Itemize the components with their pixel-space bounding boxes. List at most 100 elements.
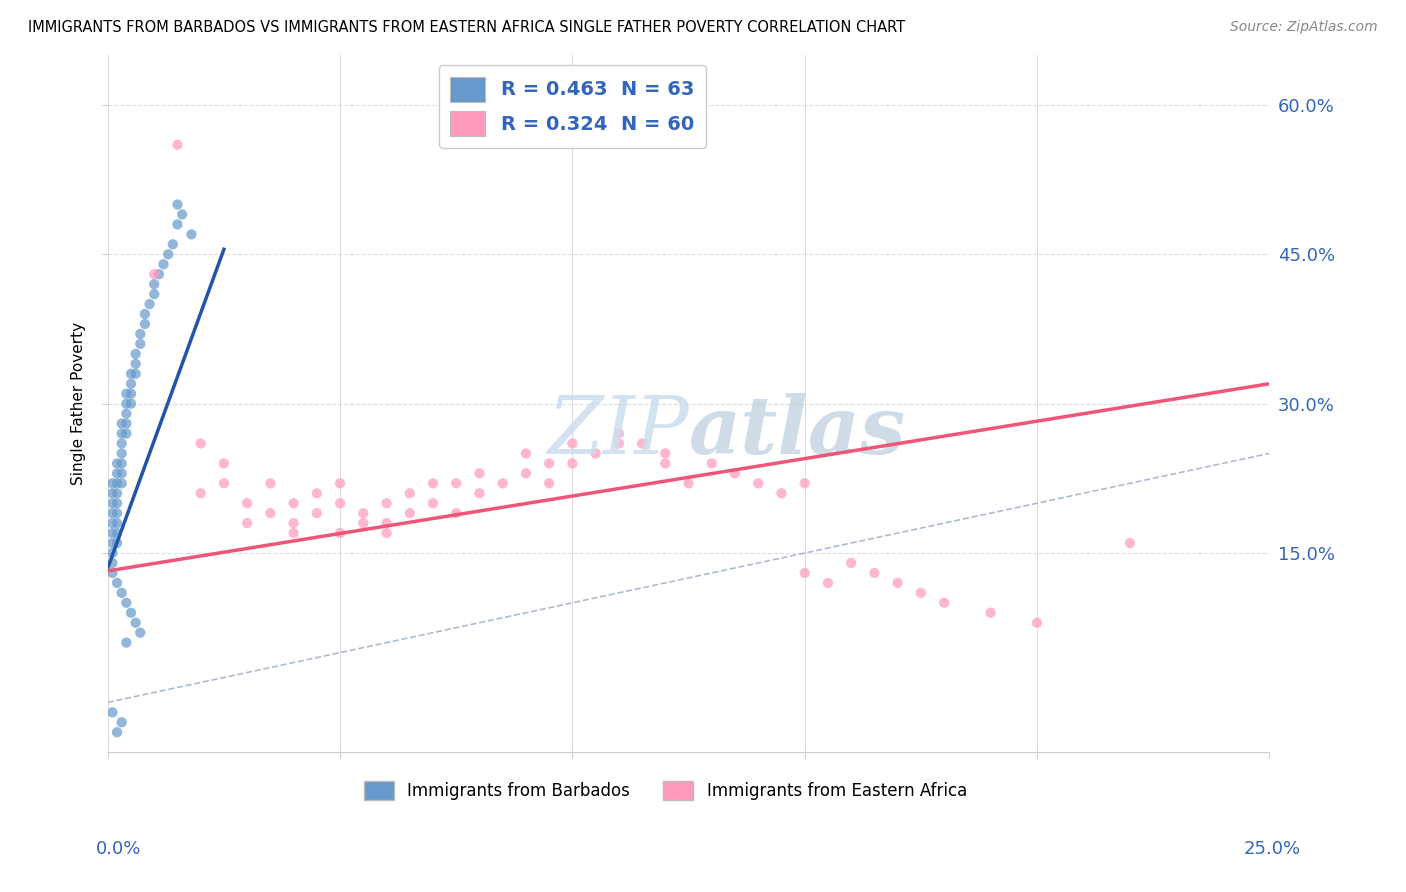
Point [886,575,908,590]
Point [124,367,146,381]
Point [124,615,146,630]
Point [932,596,955,610]
Point [770,486,793,500]
Point [120,386,142,401]
Text: Source: ZipAtlas.com: Source: ZipAtlas.com [1230,20,1378,34]
Point [105,476,128,491]
Text: 25.0%: 25.0% [1243,840,1301,858]
Point [124,347,146,361]
Point [111,456,134,470]
Point [120,606,142,620]
Point [115,417,138,431]
Point [375,526,398,541]
Point [585,446,607,460]
Point [1119,536,1142,550]
Point [101,556,124,570]
Point [538,456,561,470]
Point [375,516,398,530]
Point [329,496,352,510]
Point [259,476,281,491]
Point [138,297,160,311]
Point [101,526,124,541]
Point [111,446,134,460]
Point [115,596,138,610]
Point [105,575,128,590]
Point [444,506,467,520]
Point [561,456,583,470]
Point [863,566,886,580]
Point [1026,615,1049,630]
Point [283,496,305,510]
Point [212,456,235,470]
Point [492,476,515,491]
Point [654,446,676,460]
Point [101,566,124,580]
Point [143,267,166,281]
Point [148,267,170,281]
Point [422,476,444,491]
Point [631,436,654,450]
Point [105,725,128,739]
Point [793,566,815,580]
Point [134,317,156,331]
Point [115,426,138,441]
Point [101,476,124,491]
Point [120,397,142,411]
Point [115,407,138,421]
Point [329,476,352,491]
Point [111,476,134,491]
Point [111,417,134,431]
Y-axis label: Single Father Poverty: Single Father Poverty [72,322,86,485]
Point [561,436,583,450]
Point [607,426,630,441]
Point [190,486,212,500]
Point [724,467,747,481]
Point [793,476,815,491]
Point [105,506,128,520]
Point [105,496,128,510]
Point [283,516,305,530]
Point [172,207,194,221]
Point [817,575,839,590]
Point [101,516,124,530]
Point [180,227,202,242]
Point [105,516,128,530]
Point [398,486,420,500]
Point [101,546,124,560]
Point [111,467,134,481]
Point [115,397,138,411]
Point [120,367,142,381]
Point [236,516,259,530]
Text: 0.0%: 0.0% [96,840,141,858]
Point [468,486,491,500]
Point [105,467,128,481]
Point [129,337,152,351]
Point [120,376,142,391]
Point [166,218,188,232]
Point [129,625,152,640]
Point [101,536,124,550]
Point [747,476,769,491]
Point [700,456,723,470]
Point [152,257,174,271]
Point [212,476,235,491]
Point [607,436,630,450]
Point [515,467,537,481]
Point [101,496,124,510]
Point [980,606,1002,620]
Point [398,506,420,520]
Point [166,197,188,211]
Point [105,536,128,550]
Point [166,137,188,152]
Point [352,506,374,520]
Legend: Immigrants from Barbados, Immigrants from Eastern Africa: Immigrants from Barbados, Immigrants fro… [357,774,973,806]
Point [515,446,537,460]
Point [305,506,328,520]
Point [115,386,138,401]
Point [129,326,152,341]
Point [105,486,128,500]
Point [134,307,156,321]
Point [105,526,128,541]
Point [111,586,134,600]
Point [654,456,676,470]
